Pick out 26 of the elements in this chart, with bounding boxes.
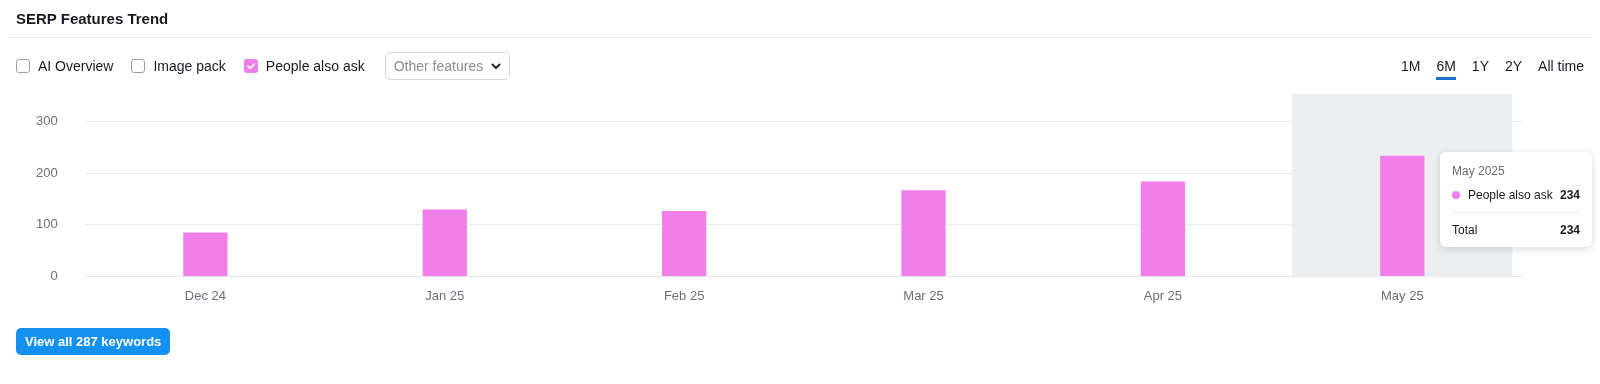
- y-tick-label: 200: [35, 164, 58, 180]
- x-tick-label: Mar 25: [903, 287, 944, 303]
- text: Image pack: [152, 58, 226, 74]
- annotation: People also ask: [1468, 188, 1554, 202]
- text: 1Y: [1471, 58, 1489, 76]
- text: 234: [1559, 223, 1580, 237]
- chart-title: SERP Features Trend: [8, 8, 1592, 38]
- text: Other features: [384, 52, 511, 80]
- x-tick-label: May 25: [1380, 287, 1424, 303]
- x-tick-label: Jan 25: [425, 287, 465, 303]
- y-tick-label: 0: [50, 267, 58, 283]
- x-tick-label: Apr 25: [1143, 287, 1183, 303]
- annotation: May 2025: [1452, 164, 1506, 178]
- legend-label: People also ask: [265, 58, 365, 74]
- annotation: Total: [1452, 223, 1479, 237]
- text: 1M: [1400, 58, 1421, 76]
- x-tick-label: Dec 24: [184, 287, 226, 303]
- text: 6M: [1436, 58, 1456, 80]
- text: 234: [1559, 188, 1580, 202]
- y-tick-label: 300: [35, 113, 58, 129]
- text: 2Y: [1504, 58, 1523, 76]
- x-tick-label: Feb 25: [663, 287, 705, 303]
- text: AI Overview: [37, 58, 114, 74]
- text: View all 287 keywords: [16, 328, 171, 355]
- text: All time: [1538, 58, 1584, 76]
- y-tick-label: 100: [35, 216, 58, 232]
